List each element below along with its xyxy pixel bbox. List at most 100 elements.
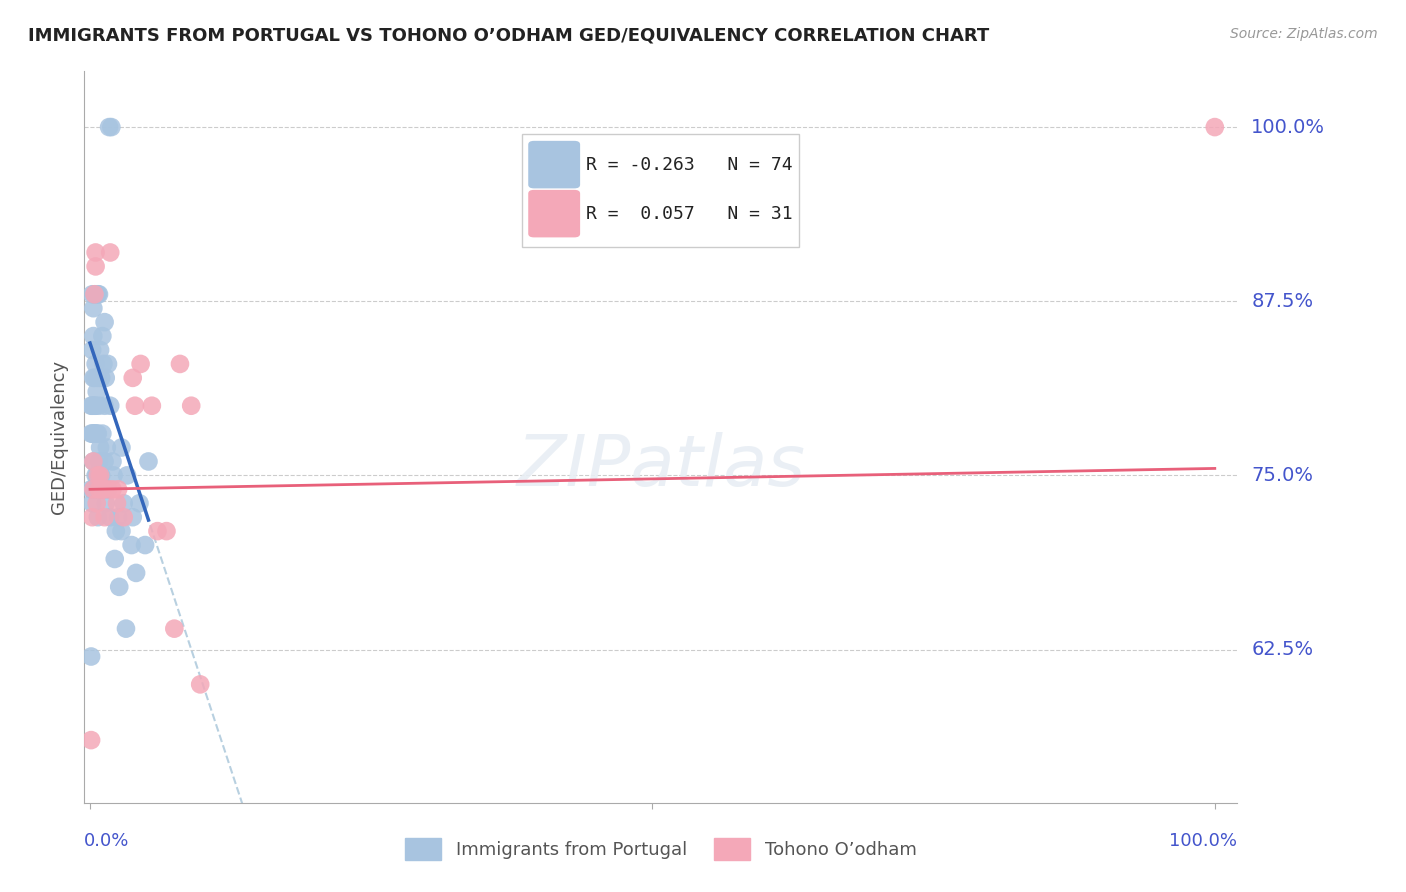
- Point: [124, 399, 146, 413]
- Point: [82, 329, 104, 343]
- Point: [83, 287, 105, 301]
- Point: [121, 538, 143, 552]
- Point: [90, 371, 112, 385]
- Point: [87, 399, 110, 413]
- Point: [91, 329, 114, 343]
- Point: [115, 622, 138, 636]
- Point: [89, 343, 111, 357]
- Point: [93, 357, 115, 371]
- Point: [84, 426, 107, 441]
- Legend: Immigrants from Portugal, Tohono O’odham: Immigrants from Portugal, Tohono O’odham: [398, 830, 924, 867]
- Point: [91, 426, 114, 441]
- Point: [89, 441, 111, 455]
- Point: [86, 287, 108, 301]
- Point: [82, 343, 104, 357]
- Point: [103, 468, 125, 483]
- Text: 62.5%: 62.5%: [1251, 640, 1313, 659]
- Point: [87, 287, 110, 301]
- Point: [105, 496, 128, 510]
- Point: [80, 649, 103, 664]
- Point: [83, 483, 105, 497]
- Point: [110, 524, 132, 538]
- Point: [82, 483, 104, 497]
- Point: [84, 287, 107, 301]
- Text: Source: ZipAtlas.com: Source: ZipAtlas.com: [1230, 27, 1378, 41]
- Point: [82, 496, 104, 510]
- Point: [83, 399, 105, 413]
- Point: [188, 677, 211, 691]
- Point: [98, 245, 121, 260]
- Point: [94, 371, 117, 385]
- Point: [115, 468, 138, 483]
- Point: [89, 468, 111, 483]
- Point: [83, 426, 105, 441]
- Point: [90, 468, 112, 483]
- Point: [112, 496, 135, 510]
- Point: [82, 399, 104, 413]
- Point: [87, 468, 110, 483]
- Point: [98, 120, 121, 134]
- Point: [82, 371, 104, 385]
- Point: [138, 454, 160, 468]
- Text: R = -0.263   N = 74: R = -0.263 N = 74: [586, 156, 793, 174]
- Point: [110, 441, 132, 455]
- Point: [93, 510, 115, 524]
- Point: [100, 120, 122, 134]
- FancyBboxPatch shape: [523, 134, 799, 247]
- Text: R =  0.057   N = 31: R = 0.057 N = 31: [586, 205, 793, 223]
- Point: [146, 524, 169, 538]
- Point: [129, 357, 152, 371]
- Point: [93, 483, 115, 497]
- Point: [97, 483, 120, 497]
- Point: [87, 426, 110, 441]
- Point: [107, 510, 129, 524]
- Text: 100.0%: 100.0%: [1170, 832, 1237, 850]
- Y-axis label: GED/Equivalency: GED/Equivalency: [51, 360, 69, 514]
- Text: 100.0%: 100.0%: [1251, 118, 1326, 136]
- Point: [86, 426, 108, 441]
- Point: [98, 399, 121, 413]
- Point: [107, 483, 129, 497]
- Point: [141, 399, 163, 413]
- Point: [80, 733, 103, 747]
- Point: [155, 524, 177, 538]
- Text: IMMIGRANTS FROM PORTUGAL VS TOHONO O’ODHAM GED/EQUIVALENCY CORRELATION CHART: IMMIGRANTS FROM PORTUGAL VS TOHONO O’ODH…: [28, 27, 990, 45]
- Point: [84, 260, 107, 274]
- Point: [82, 483, 104, 497]
- Point: [87, 483, 110, 497]
- Point: [93, 483, 115, 497]
- Point: [93, 399, 115, 413]
- Point: [80, 483, 103, 497]
- Text: ZIPatlas: ZIPatlas: [516, 432, 806, 500]
- Point: [1204, 120, 1226, 134]
- Point: [87, 371, 110, 385]
- Point: [94, 496, 117, 510]
- FancyBboxPatch shape: [529, 190, 581, 237]
- Point: [86, 496, 108, 510]
- Point: [97, 483, 120, 497]
- Point: [80, 426, 103, 441]
- Point: [180, 399, 202, 413]
- Point: [98, 510, 121, 524]
- Point: [86, 384, 108, 399]
- Point: [96, 441, 118, 455]
- Point: [112, 510, 135, 524]
- Point: [104, 552, 127, 566]
- Point: [82, 399, 104, 413]
- Point: [82, 510, 104, 524]
- Text: 0.0%: 0.0%: [84, 832, 129, 850]
- Point: [82, 426, 104, 441]
- Point: [86, 468, 108, 483]
- Point: [83, 371, 105, 385]
- Point: [108, 580, 131, 594]
- Point: [87, 510, 110, 524]
- Point: [134, 538, 156, 552]
- Point: [84, 399, 107, 413]
- FancyBboxPatch shape: [529, 141, 581, 188]
- Text: 87.5%: 87.5%: [1251, 292, 1313, 310]
- Point: [84, 245, 107, 260]
- Point: [128, 496, 150, 510]
- Point: [82, 301, 104, 316]
- Point: [84, 468, 107, 483]
- Point: [163, 622, 186, 636]
